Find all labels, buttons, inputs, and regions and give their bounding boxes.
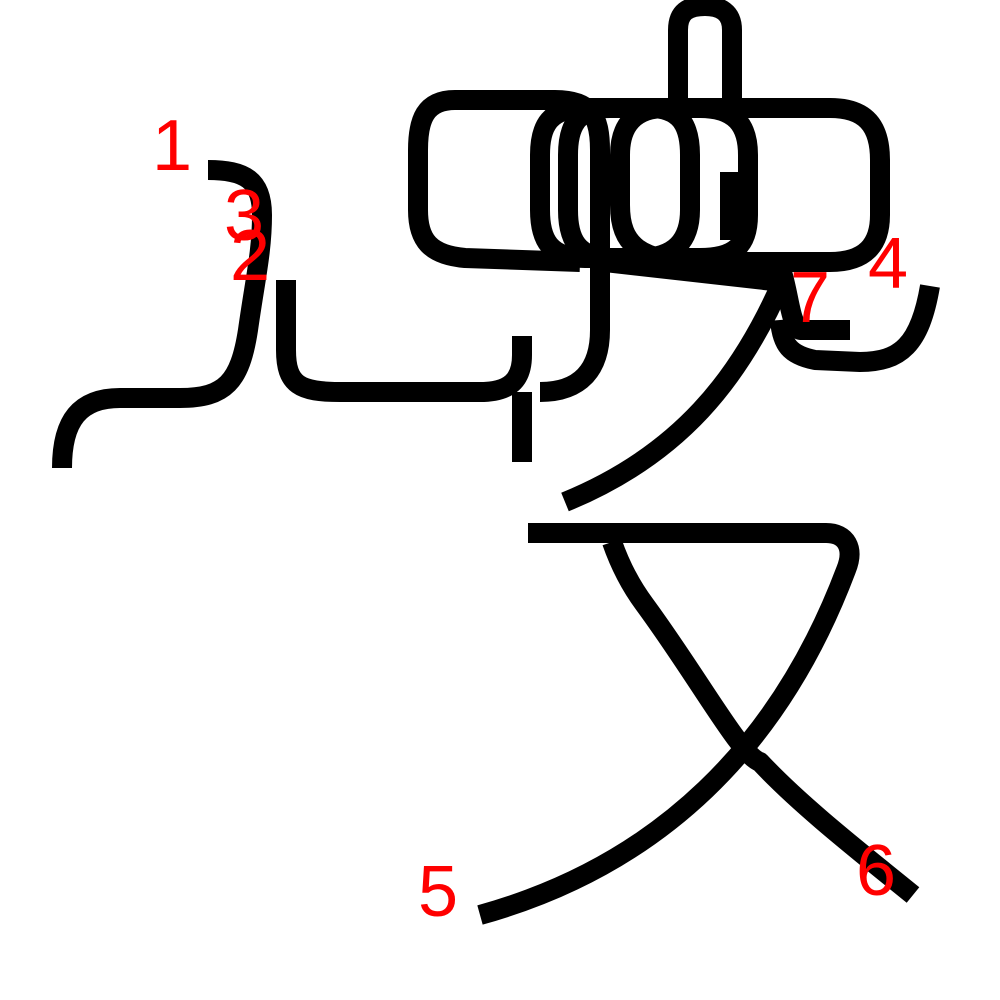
label-4: 4 [868, 224, 908, 304]
stroke-right-tail [770, 284, 940, 372]
stroke-short-hook [772, 269, 850, 340]
stroke-left-loop [408, 90, 581, 272]
stroke-bottom-top-bar [477, 523, 860, 925]
label-7: 7 [790, 258, 830, 338]
label-1: 1 [152, 106, 192, 186]
label-5: 5 [418, 852, 458, 932]
label-6: 6 [856, 831, 896, 911]
stroke-long-diagonal [561, 252, 792, 512]
label-3: 3 [224, 176, 264, 256]
stroke-bottom-cross [602, 538, 920, 903]
stroke-left-hook [52, 160, 272, 469]
label-2: 2 [230, 216, 270, 296]
stroke-right-loop [610, 98, 890, 272]
stroke-long-base [276, 280, 532, 402]
stroke-top-vertical [668, 0, 742, 100]
